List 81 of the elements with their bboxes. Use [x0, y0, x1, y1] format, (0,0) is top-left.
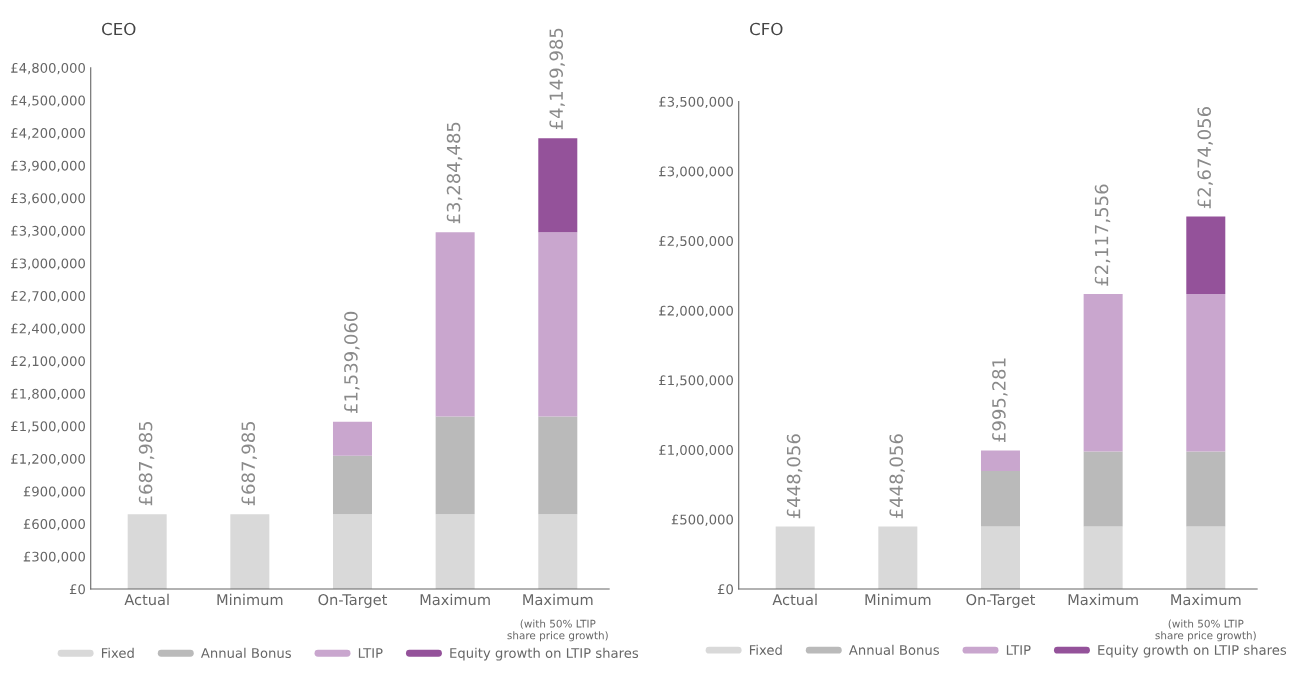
- x-tick-label: Minimum: [217, 593, 283, 606]
- total-label: £1,539,060: [344, 311, 360, 413]
- y-tick-label: £4,200,000: [11, 128, 85, 140]
- x-tick-label: Maximum: [1068, 593, 1138, 606]
- bar: [878, 526, 918, 589]
- total-label: £448,056: [889, 434, 905, 519]
- y-tick-label: £300,000: [23, 551, 85, 563]
- bar: [1186, 526, 1226, 589]
- bar: [538, 514, 578, 589]
- y-tick-label: £2,100,000: [11, 356, 85, 368]
- x-tick-label: On-Target: [318, 594, 388, 608]
- bar: [538, 232, 578, 417]
- bar: [1083, 451, 1123, 527]
- y-tick-label: £2,700,000: [11, 290, 85, 303]
- y-tick-label: £4,500,000: [11, 95, 85, 107]
- y-tick-label: £2,000,000: [659, 305, 733, 317]
- total-label: £995,281: [992, 358, 1008, 442]
- bar: [1186, 294, 1226, 452]
- y-tick-label: £500,000: [671, 514, 733, 526]
- bar: [435, 416, 475, 515]
- y-tick-label: £900,000: [23, 486, 85, 498]
- bar: [538, 138, 578, 233]
- y-tick-label: £3,500,000: [659, 96, 733, 109]
- total-label: £2,117,556: [1094, 184, 1111, 286]
- bar: [775, 526, 815, 589]
- bar: [538, 416, 578, 515]
- y-tick-label: £2,500,000: [659, 236, 733, 248]
- text: (with 50% LTIP share price growth): [1155, 619, 1256, 642]
- bar: [980, 526, 1020, 589]
- y-tick-label: £3,900,000: [11, 160, 85, 172]
- y-tick-label: £3,000,000: [11, 258, 85, 270]
- legend-label: Fixed: [749, 644, 782, 655]
- y-tick-label: £4,800,000: [11, 62, 85, 75]
- total-label: £2,674,056: [1197, 107, 1213, 209]
- legend-label: LTIP: [358, 648, 383, 658]
- x-tick-label: On-Target: [966, 594, 1036, 608]
- total-label: £4,149,985: [549, 28, 565, 130]
- bar: [332, 421, 372, 456]
- y-tick-label: £600,000: [23, 519, 85, 531]
- bar: [1083, 294, 1123, 452]
- y-tick-label: £0: [69, 584, 85, 595]
- x-tick-label: Maximum: [420, 593, 490, 606]
- bar: [980, 450, 1020, 471]
- text: (with 50% LTIP share price growth): [507, 619, 608, 642]
- x-tick-label: Actual: [124, 593, 169, 606]
- legend-label: Annual Bonus: [200, 647, 291, 658]
- y-tick-label: £1,800,000: [11, 388, 85, 401]
- y-tick-label: £2,400,000: [11, 323, 85, 335]
- chart-title: CEO: [102, 22, 136, 36]
- y-tick-label: £1,500,000: [659, 375, 733, 387]
- bar: [230, 514, 270, 589]
- bar: [1186, 451, 1226, 527]
- y-tick-label: £3,600,000: [11, 193, 85, 205]
- total-label: £687,985: [241, 421, 257, 506]
- legend-label: Fixed: [101, 647, 134, 658]
- bar: [980, 470, 1020, 527]
- bar: [127, 514, 167, 589]
- y-tick-label: £1,200,000: [11, 453, 85, 466]
- bar: [435, 514, 475, 589]
- y-tick-label: £3,000,000: [659, 166, 733, 178]
- legend-label: Equity growth on LTIP shares: [1098, 644, 1287, 658]
- bar: [1186, 216, 1226, 295]
- x-tick-label: Actual: [772, 593, 817, 606]
- total-label: £3,284,485: [446, 122, 463, 224]
- legend-label: Equity growth on LTIP shares: [450, 647, 639, 661]
- y-tick-label: £0: [717, 584, 733, 595]
- x-tick-label: Maximum: [1171, 593, 1241, 606]
- bar: [435, 232, 475, 417]
- total-label: £448,056: [786, 434, 803, 519]
- bar: [1083, 526, 1123, 589]
- y-tick-label: £3,300,000: [11, 225, 85, 238]
- legend-label: LTIP: [1006, 645, 1031, 655]
- legend-label: Annual Bonus: [848, 644, 939, 655]
- total-label: £687,985: [138, 421, 155, 506]
- y-tick-label: £1,500,000: [11, 421, 85, 433]
- x-tick-label: Maximum: [523, 593, 593, 606]
- chart-title: CFO: [750, 22, 783, 36]
- x-tick-label: Minimum: [865, 593, 931, 606]
- bar: [332, 514, 372, 589]
- bar: [332, 455, 372, 515]
- y-tick-label: £1,000,000: [659, 444, 733, 457]
